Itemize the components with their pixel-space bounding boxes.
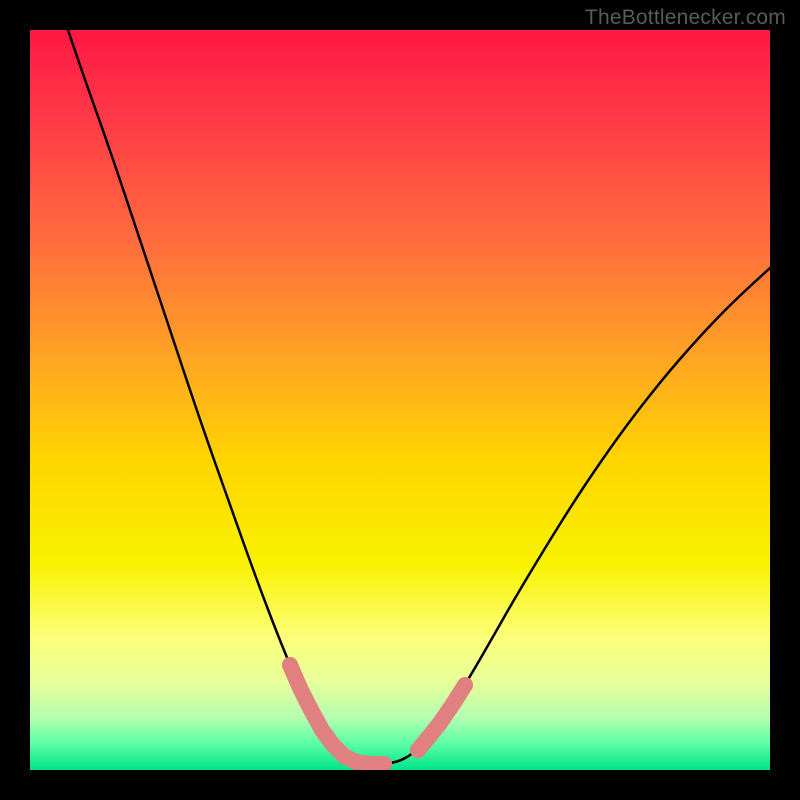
marker-left-dot bbox=[314, 722, 330, 738]
marker-left-dot bbox=[348, 754, 364, 770]
marker-right-dot bbox=[457, 677, 473, 693]
watermark-text: TheBottlenecker.com bbox=[585, 6, 786, 30]
marker-left-dot bbox=[292, 680, 308, 696]
markers-layer bbox=[30, 30, 770, 770]
marker-right-dot bbox=[420, 730, 436, 746]
plot-area bbox=[30, 30, 770, 770]
marker-left-dot bbox=[282, 657, 298, 673]
marker-right-dot bbox=[432, 715, 448, 731]
marker-left-dot bbox=[302, 700, 318, 716]
marker-right-dot bbox=[445, 696, 461, 712]
